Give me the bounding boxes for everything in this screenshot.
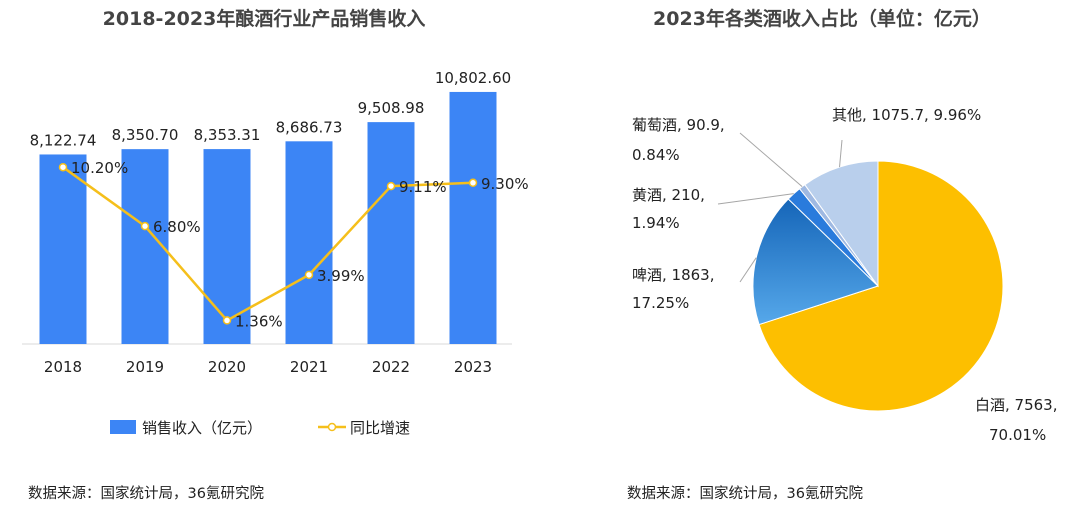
bar-chart-title: 2018-2023年酿酒行业产品销售收入 — [103, 7, 426, 30]
pie-label-0: 白酒, 7563, — [975, 396, 1057, 414]
pie-percent-2: 1.94% — [632, 214, 680, 232]
x-tick-2021: 2021 — [290, 358, 328, 376]
x-tick-2020: 2020 — [208, 358, 246, 376]
pie-slice-0 — [758, 160, 1004, 412]
growth-point-2022 — [386, 181, 396, 191]
bar-label-2022: 9,508.98 — [358, 99, 425, 117]
bar-label-2018: 8,122.74 — [30, 131, 97, 149]
growth-label-2023: 9.30% — [481, 175, 529, 193]
growth-point-2021 — [304, 270, 314, 280]
pie-leader-1 — [739, 257, 757, 283]
pie-label-4: 其他, 1075.7, 9.96% — [832, 106, 981, 124]
growth-label-2022: 9.11% — [399, 178, 447, 196]
pie-slice-1 — [752, 198, 879, 326]
bar-chart-source: 数据来源：国家统计局，36氪研究院 — [28, 485, 264, 502]
pie-label-1: 啤酒, 1863, — [632, 266, 714, 284]
bar-chart-legend: 销售收入（亿元） 同比增速 — [110, 419, 410, 437]
legend-line-marker — [327, 422, 337, 432]
x-tick-2023: 2023 — [454, 358, 492, 376]
growth-point-2020 — [222, 316, 232, 325]
pie-percent-1: 17.25% — [632, 294, 689, 312]
x-tick-2022: 2022 — [372, 358, 410, 376]
bar-2022 — [367, 122, 415, 344]
growth-line — [62, 166, 474, 323]
pie-slice-4 — [804, 160, 879, 288]
pie-chart-source: 数据来源：国家统计局，36氪研究院 — [627, 485, 863, 502]
bar-label-2021: 8,686.73 — [276, 118, 343, 136]
x-tick-2018: 2018 — [44, 358, 82, 376]
pie-chart-title: 2023年各类酒收入占比（单位：亿元） — [653, 7, 991, 30]
pie-label-3: 葡萄酒, 90.9, — [632, 116, 725, 134]
pie-label-2: 黄酒, 210, — [632, 186, 705, 204]
pie-chart: 白酒, 7563, 70.01% 啤酒, 1863, 17.25% 黄酒, 210, 1.… — [632, 106, 1057, 444]
pie-leader-4 — [839, 139, 843, 168]
pie-leader-3 — [739, 132, 803, 188]
bar-2021 — [285, 141, 333, 344]
x-tick-2019: 2019 — [126, 358, 164, 376]
pie-percent-0: 70.01% — [989, 426, 1046, 444]
growth-point-2019 — [140, 221, 150, 231]
bar-label-2023: 10,802.60 — [435, 69, 511, 87]
bar-2019 — [121, 149, 169, 344]
legend-bar-swatch — [110, 420, 136, 434]
bar-2018 — [39, 154, 87, 344]
bar-2023 — [449, 91, 497, 344]
legend-line-label: 同比增速 — [350, 419, 410, 437]
growth-label-2019: 6.80% — [153, 218, 201, 236]
growth-label-2020: 1.36% — [235, 312, 283, 330]
pie-leader-2 — [717, 193, 794, 205]
pie-percent-3: 0.84% — [632, 146, 680, 164]
growth-point-2023 — [468, 178, 478, 188]
growth-label-2018: 10.20% — [71, 159, 128, 177]
bar-line-chart: 8,122.74 2018 8,350.70 2019 8,353.31 2020 8,68… — [22, 69, 529, 376]
growth-point-2018 — [58, 162, 68, 172]
bar-label-2020: 8,353.31 — [194, 126, 261, 144]
bar-label-2019: 8,350.70 — [112, 126, 179, 144]
legend-bar-label: 销售收入（亿元） — [142, 419, 262, 437]
growth-label-2021: 3.99% — [317, 267, 365, 285]
